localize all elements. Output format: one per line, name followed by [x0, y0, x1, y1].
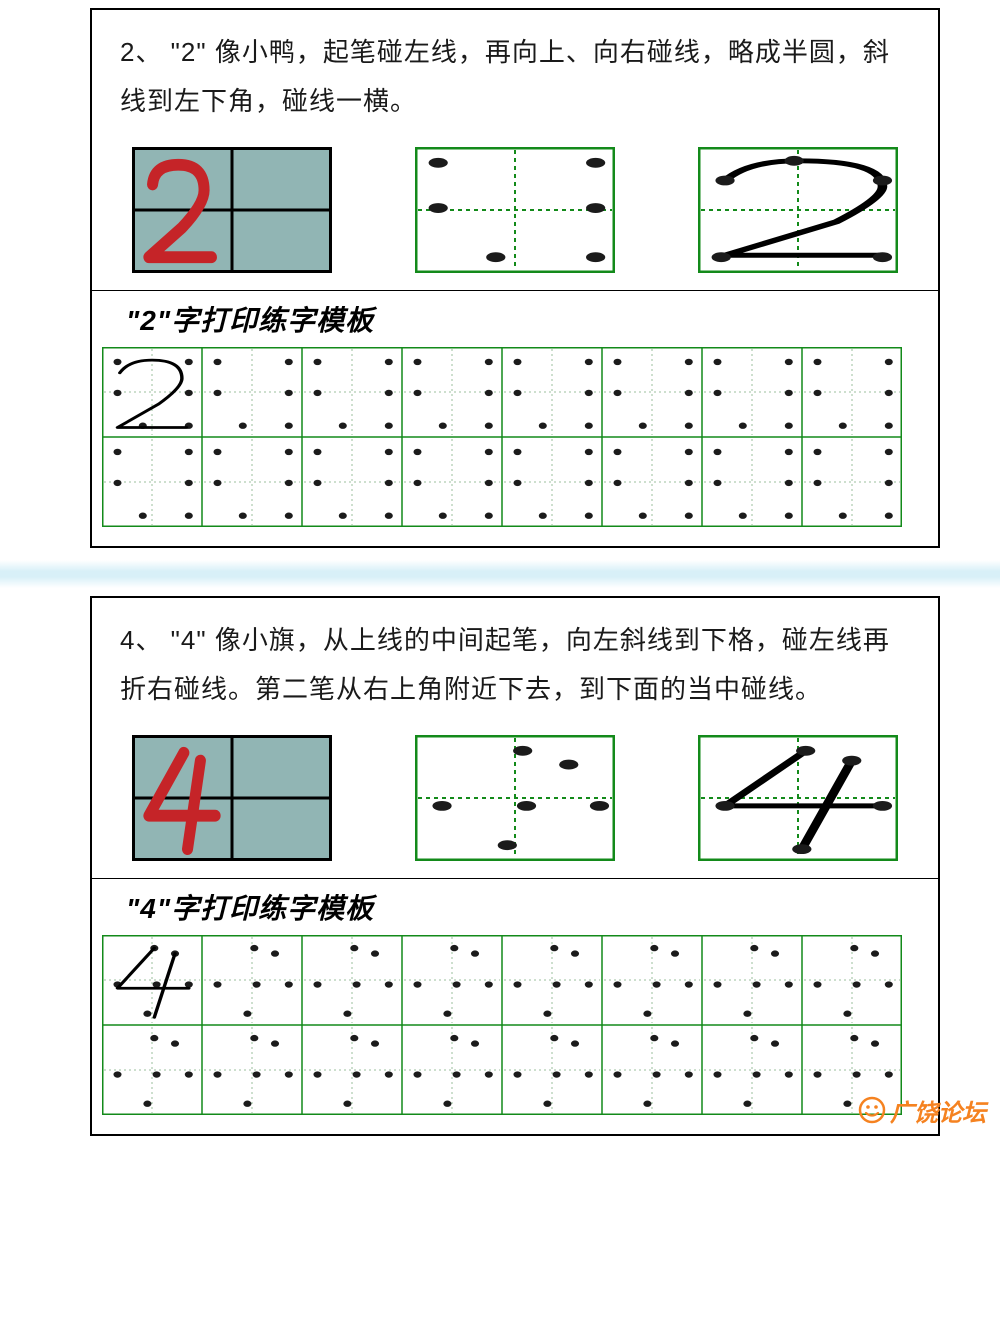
demo-row-two [92, 141, 938, 290]
teal-demo-four [132, 735, 332, 866]
demo-row-four [92, 729, 938, 878]
section-four: 4、 "4" 像小旗，从上线的中间起笔，向左斜线到下格，碰左线再折右碰线。第二笔… [90, 596, 940, 1136]
section-divider [0, 560, 1000, 588]
dots-demo-two [415, 147, 615, 278]
dots-demo-four [415, 735, 615, 866]
watermark: 广饶论坛 [858, 1093, 986, 1128]
smile-icon [858, 1096, 886, 1124]
template-title-two: "2"字打印练字模板 [92, 290, 938, 347]
template-title-four: "4"字打印练字模板 [92, 878, 938, 935]
worksheet-page: 2、 "2" 像小鸭，起笔碰左线，再向上、向右碰线，略成半圆，斜线到左下角，碰线… [0, 8, 1000, 1136]
practice-grid-four [92, 935, 938, 1134]
drawn-demo-four [698, 735, 898, 866]
section-two: 2、 "2" 像小鸭，起笔碰左线，再向上、向右碰线，略成半圆，斜线到左下角，碰线… [90, 8, 940, 548]
instruction-two: 2、 "2" 像小鸭，起笔碰左线，再向上、向右碰线，略成半圆，斜线到左下角，碰线… [92, 10, 938, 141]
teal-demo-two [132, 147, 332, 278]
practice-grid-two [92, 347, 938, 546]
watermark-text: 广饶论坛 [890, 1093, 986, 1128]
drawn-demo-two [698, 147, 898, 278]
instruction-four: 4、 "4" 像小旗，从上线的中间起笔，向左斜线到下格，碰左线再折右碰线。第二笔… [92, 598, 938, 729]
